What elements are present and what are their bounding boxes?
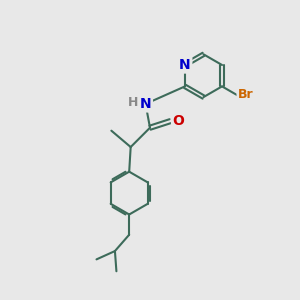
Text: N: N [140,97,152,111]
Text: Br: Br [238,88,254,101]
Text: H: H [128,96,138,109]
Text: N: N [179,58,191,72]
Text: O: O [172,114,184,128]
